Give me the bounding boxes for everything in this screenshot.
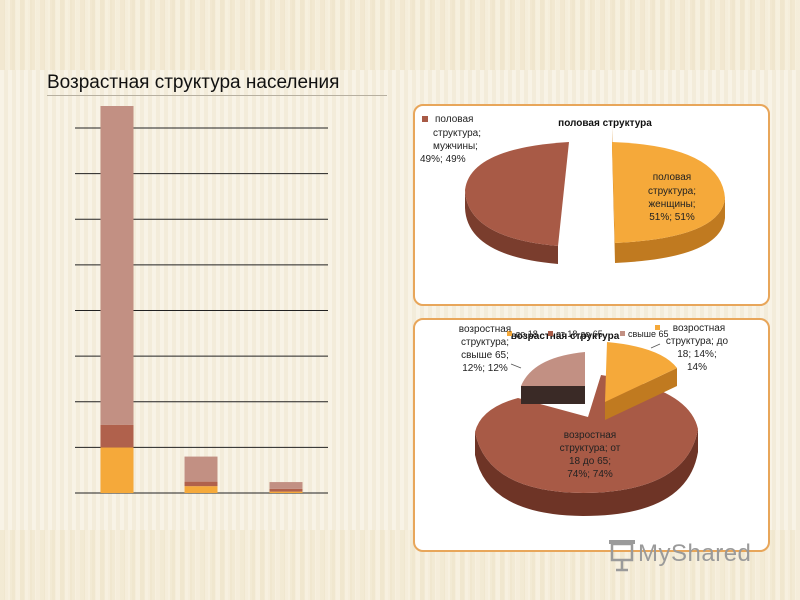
pie-slice-18-65	[475, 375, 698, 493]
pie-slice-men-side	[465, 190, 558, 264]
pie-slice-18-65-side	[475, 429, 698, 516]
gender-legend-swatch	[422, 116, 428, 122]
bar-segment-3-series-3	[269, 482, 303, 489]
pie-slice-women	[612, 142, 725, 243]
women-data-label: половая структура; женщины; 51%; 51%	[648, 172, 696, 223]
over-65-label-3: свыше 65;	[461, 350, 509, 361]
age-pie-title: возрастная структура	[511, 331, 620, 342]
age-pie-panel: возрастная структура до 18 от 18 до 65 с…	[413, 318, 770, 552]
under-18-data-label: возростная структура; до 18; 14%; 14%	[655, 323, 729, 373]
myshared-logo: MyShared	[608, 538, 768, 574]
bar-marks	[100, 106, 303, 493]
legend-swatch-18-65	[548, 331, 553, 336]
gender-legend-line-1: половая	[435, 114, 473, 125]
svg-text:структура;: структура;	[648, 186, 696, 197]
gender-pie-chart: половая структура половая структура; муж…	[420, 114, 725, 264]
pie-slice-men	[465, 142, 569, 246]
bar-segment-1-series-1	[100, 447, 134, 493]
svg-text:51%; 51%: 51%; 51%	[649, 212, 695, 223]
slide-title: Возрастная структура населения	[47, 72, 340, 93]
logo-text: MyShared	[638, 540, 752, 567]
gender-legend-line-4: 49%; 49%	[420, 154, 466, 165]
gender-legend-entry: половая структура; мужчины; 49%; 49%	[420, 114, 481, 165]
18-65-data-label: возростная структура; от 18 до 65; 74%; …	[560, 430, 621, 480]
pie-slice-under-18-side	[605, 368, 677, 420]
18-65-label-3: 18 до 65;	[569, 456, 611, 467]
over-65-leader-line	[510, 363, 522, 369]
over-65-label-2: структура;	[461, 337, 509, 348]
pie-slice-over-65	[521, 352, 585, 386]
over-65-label-4: 12%; 12%	[462, 363, 508, 374]
pie-slice-women-side	[615, 198, 725, 263]
pie-slice-over-65-side	[521, 386, 585, 404]
bar-segment-1-series-3	[100, 106, 134, 425]
under-18-label-2: структура; до	[666, 336, 729, 347]
18-65-label-1: возростная	[564, 430, 616, 441]
under-18-label-4: 14%	[687, 362, 707, 373]
gender-legend-line-3: мужчины;	[433, 141, 478, 152]
svg-text:женщины;: женщины;	[648, 199, 695, 210]
age-pie-chart: возрастная структура до 18 от 18 до 65 с…	[459, 323, 729, 516]
legend-swatch-over-65	[620, 331, 625, 336]
background-stripe-top	[0, 0, 800, 70]
legend-entry-under-18: до 18	[515, 329, 538, 339]
bar-segment-2-series-3	[184, 456, 218, 482]
svg-text:половая: половая	[653, 172, 691, 183]
under-18-label-3: 18; 14%;	[677, 349, 716, 360]
18-65-label-2: структура; от	[560, 443, 621, 454]
bar-segment-2-series-1	[184, 486, 218, 493]
bar-segment-1-series-2	[100, 424, 134, 448]
over-65-label-1: возростная	[459, 324, 511, 335]
legend-swatch-under-18	[507, 331, 512, 336]
18-65-label-4: 74%; 74%	[567, 469, 613, 480]
pie-slice-under-18	[605, 342, 677, 402]
gender-pie-title: половая структура	[558, 118, 652, 129]
gender-legend-line-2: структура;	[433, 128, 481, 139]
under-18-leader-line	[650, 343, 661, 349]
legend-entry-over-65: свыше 65	[628, 329, 669, 339]
legend-entry-18-65: от 18 до 65	[556, 329, 603, 339]
presentation-board-icon	[609, 540, 635, 572]
age-legend: до 18 от 18 до 65 свыше 65	[507, 329, 669, 339]
bar-segment-3-series-2	[269, 488, 303, 492]
over-65-data-label: возростная структура; свыше 65; 12%; 12%	[459, 324, 511, 374]
title-underline	[47, 95, 387, 96]
gender-pie-panel: половая структура половая структура; муж…	[413, 104, 770, 306]
bar-segment-3-series-1	[269, 491, 303, 493]
bar-segment-2-series-2	[184, 481, 218, 487]
under-18-label-1: возростная	[673, 323, 725, 334]
